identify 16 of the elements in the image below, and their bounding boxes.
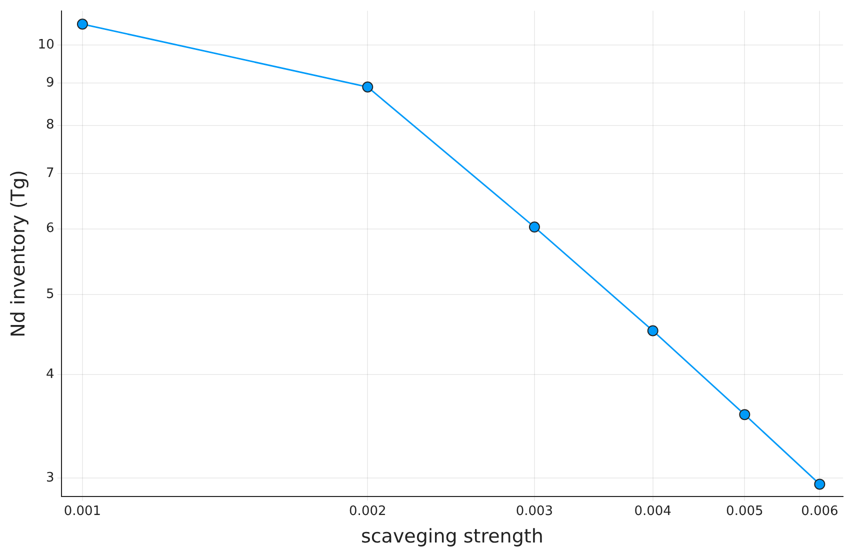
x-tick-label: 0.002 [349,504,386,519]
x-tick-label: 0.006 [801,504,838,519]
x-tick-label: 0.003 [516,504,554,519]
x-tick-label: 0.004 [634,504,672,519]
y-tick-label: 6 [46,221,54,236]
x-tick-label: 0.001 [64,504,102,519]
y-tick-label: 9 [46,75,54,90]
y-tick-label: 8 [46,118,54,133]
y-tick-label: 5 [46,286,54,302]
x-tick-label: 0.005 [726,504,764,519]
y-tick-label: 4 [46,367,54,382]
y-tick-label: 7 [46,166,54,181]
x-axis-title: scaveging strength [360,526,544,548]
y-tick-label: 10 [38,37,54,52]
y-axis-title: Nd inventory (Tg) [7,170,30,338]
y-tick-label: 3 [46,470,54,486]
